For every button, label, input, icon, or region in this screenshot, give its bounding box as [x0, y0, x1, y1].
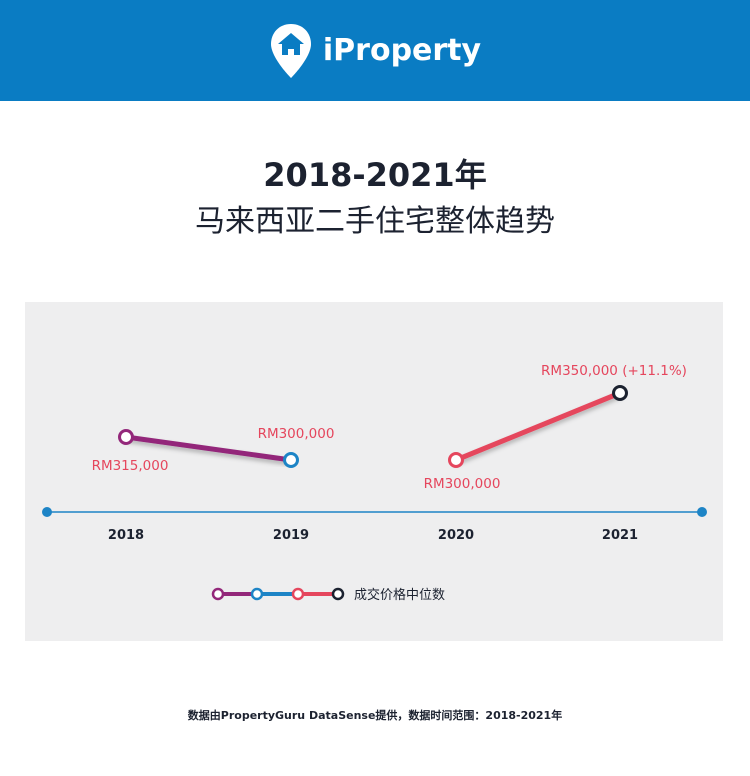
- x-tick-label-2018: 2018: [108, 528, 144, 543]
- chart-panel: 2018 2019 2020 2021 RM315,000 RM300,000 RM300,…: [25, 302, 723, 641]
- data-point-2020: [448, 452, 464, 468]
- x-tick-label-2019: 2019: [273, 528, 309, 543]
- price-trend-chart: 2018 2019 2020 2021 RM315,000 RM300,000 RM300,…: [42, 363, 707, 603]
- page-title-line1: 2018-2021年: [263, 156, 487, 194]
- legend-marker: [331, 587, 345, 601]
- legend-marker: [291, 587, 305, 601]
- data-label-2018: RM315,000: [92, 458, 169, 474]
- data-point-2018: [118, 429, 134, 445]
- brand-name: iProperty: [322, 33, 482, 68]
- x-tick-label-2020: 2020: [438, 528, 474, 543]
- header-bar: iProperty: [0, 0, 750, 101]
- legend-marker: [250, 587, 264, 601]
- legend-marker: [211, 587, 225, 601]
- data-label-2019: RM300,000: [258, 426, 335, 442]
- series-segment-2020-2021: [453, 390, 623, 463]
- data-label-2020: RM300,000: [424, 476, 501, 492]
- data-label-2021: RM350,000 (+11.1%): [541, 363, 687, 379]
- series-segment-2018-2019: [123, 434, 294, 463]
- home-pin-icon: [270, 23, 311, 78]
- page-title-line2: 马来西亚二手住宅整体趋势: [195, 204, 555, 239]
- data-point-2021: [612, 385, 628, 401]
- x-tick-label-2021: 2021: [602, 528, 638, 543]
- brand-logo[interactable]: iProperty: [269, 22, 481, 80]
- data-point-2019: [283, 452, 299, 468]
- x-axis-start-dot: [42, 507, 52, 517]
- legend-label: 成交价格中位数: [354, 587, 445, 603]
- x-axis-end-dot: [697, 507, 707, 517]
- footnote: 数据由PropertyGuru DataSense提供，数据时间范围：2018-…: [187, 709, 563, 722]
